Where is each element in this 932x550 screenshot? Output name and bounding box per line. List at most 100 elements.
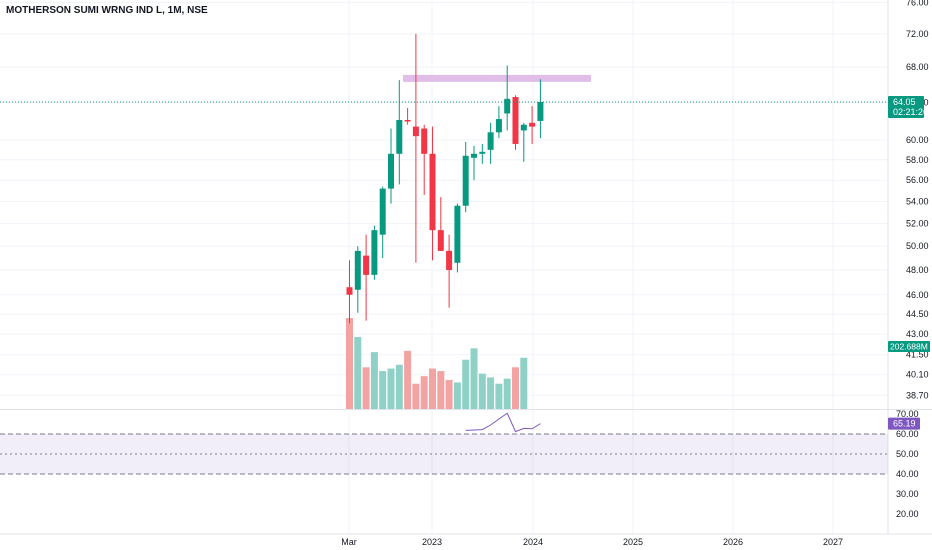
rsi-band [0,434,888,474]
rsi-line [465,412,541,433]
volume-bar [445,379,453,409]
rsi-value-label: 65.19 [893,419,916,429]
price-tick-label: 41.50 [906,350,929,360]
price-tick-label: 46.00 [906,290,929,300]
candle [437,197,444,251]
candle-body [388,153,394,189]
volume-bar [512,367,519,409]
candle-body [396,120,403,154]
price-tick-label: 54.00 [906,196,929,206]
rsi-tick-label: 70.00 [896,409,919,419]
candle-body [512,97,519,144]
candle [454,203,461,273]
time-tick-label: 2025 [623,537,643,547]
candle-body [446,250,453,270]
candle [512,95,519,150]
candle [404,107,411,125]
volume-bar [429,368,436,409]
volume-bar [420,376,428,409]
candle [388,128,394,204]
candle [537,79,544,139]
volume-bar [495,383,503,409]
volume-bar [470,348,478,409]
candle-body [437,230,444,251]
candle-body [504,98,511,114]
candle [495,106,502,139]
candle [487,122,494,164]
candle-body [487,132,494,150]
rsi-tick-label: 40.00 [896,469,919,479]
volume-bar [520,357,528,409]
price-tick-label: 52.00 [906,218,929,228]
volume-bar [362,367,370,409]
candle [396,80,403,185]
candle-body [371,230,378,275]
time-tick-label: 2024 [523,537,543,547]
candle [446,234,453,308]
price-tick-label: 76.00 [906,0,929,7]
price-tick-label: 44.50 [906,309,929,319]
time-tick-label: Mar [341,537,357,547]
volume-bar [354,336,362,409]
candle-body [454,205,461,263]
price-tick-label: 38.70 [906,390,929,400]
time-tick-label: 2026 [723,537,743,547]
candle [346,260,353,324]
candle-body [421,128,428,154]
candle-body [354,250,361,290]
volume-bar [379,371,387,409]
volume-bar [487,377,495,409]
rsi-tick-label: 20.00 [896,509,919,519]
candle-body [404,120,411,122]
time-tick-label: 2023 [422,537,442,547]
candle-body [462,155,469,206]
candle-body [471,153,477,158]
volume-label: 202.688M [890,342,928,352]
countdown-label: 02:21:26 [893,107,928,117]
volume-bar [404,350,412,409]
candle [379,186,386,258]
candle-body [520,124,527,131]
price-tick-label: 50.00 [906,241,929,251]
volume-bar [387,368,395,409]
volume-bar [478,373,486,409]
candle [412,33,419,263]
rsi-tick-label: 50.00 [896,449,919,459]
volume-bar [503,378,511,409]
candle-body [479,151,486,154]
candle [354,246,361,313]
time-tick-label: 2027 [823,537,843,547]
price-tick-label: 58.00 [906,155,929,165]
volume-bar [462,359,470,409]
candle-body [495,119,502,133]
candle [429,126,436,261]
candle [421,124,428,195]
price-tick-label: 40.10 [906,370,929,380]
candle-body [412,126,419,137]
candle [529,106,536,144]
volume-bar [346,318,353,409]
price-tick-label: 48.00 [906,265,929,275]
candle [462,141,469,213]
candle [371,225,378,280]
candle-body [346,287,353,295]
rsi-tick-label: 30.00 [896,489,919,499]
volume-bar [370,352,378,409]
volume-bar [412,383,420,409]
price-tick-label: 60.00 [906,135,929,145]
candle [520,122,527,162]
candle-body [429,153,436,231]
candle [479,143,486,164]
symbol-title: MOTHERSON SUMI WRNG IND L, 1M, NSE [6,5,208,16]
price-tick-label: 68.00 [906,62,929,72]
last-price-label: 64.05 [893,97,916,107]
candle-body [379,188,386,235]
price-tick-label: 72.00 [906,29,929,39]
last-price-badge [888,96,924,118]
volume-badge [888,341,930,352]
candle [471,145,477,181]
rsi-tick-label: 60.00 [896,429,919,439]
resistance-zone [403,74,591,82]
candle [363,234,370,321]
